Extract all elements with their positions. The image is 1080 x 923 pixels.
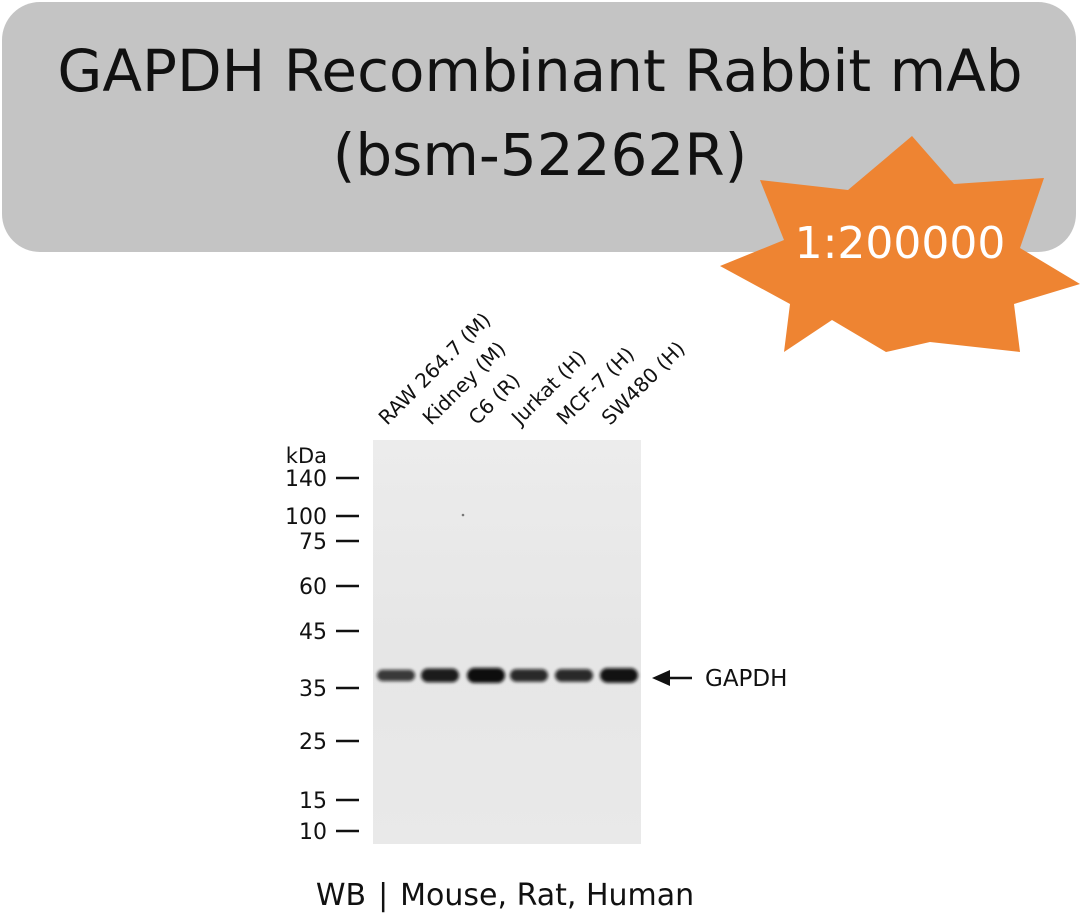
gapdh-band-lane-6 bbox=[600, 668, 638, 683]
dilution-starburst-badge bbox=[720, 136, 1080, 352]
marker-label-75: 75 bbox=[299, 530, 327, 555]
target-protein-label: GAPDH bbox=[705, 666, 787, 692]
marker-label-100: 100 bbox=[285, 505, 327, 530]
marker-label-10: 10 bbox=[299, 820, 327, 845]
target-annotation: GAPDH bbox=[652, 666, 787, 692]
marker-label-45: 45 bbox=[299, 620, 327, 645]
blot-bands bbox=[377, 667, 638, 683]
lane-labels: RAW 264.7 (M)Kidney (M)C6 (R)Jurkat (H)M… bbox=[374, 308, 690, 431]
marker-label-35: 35 bbox=[299, 677, 327, 702]
dilution-ratio: 1:200000 bbox=[794, 218, 1006, 269]
gapdh-band-lane-1 bbox=[377, 669, 415, 682]
application-caption: WB | Mouse, Rat, Human bbox=[0, 876, 1010, 916]
method-label: WB bbox=[315, 878, 367, 913]
marker-label-25: 25 bbox=[299, 730, 327, 755]
species-label: Mouse, Rat, Human bbox=[400, 878, 695, 913]
gapdh-band-lane-4 bbox=[510, 669, 548, 682]
membrane-speck bbox=[461, 513, 465, 517]
page-title: GAPDH Recombinant Rabbit mAb bbox=[57, 37, 1023, 105]
gapdh-band-lane-5 bbox=[555, 669, 593, 682]
gapdh-band-lane-2 bbox=[421, 668, 459, 683]
kda-unit-label: kDa bbox=[286, 444, 327, 468]
caption-separator: | bbox=[378, 878, 389, 913]
catalog-number: (bsm-52262R) bbox=[332, 121, 748, 189]
starburst-shape bbox=[720, 136, 1080, 352]
gapdh-band-lane-3 bbox=[467, 667, 505, 683]
marker-label-15: 15 bbox=[299, 789, 327, 814]
marker-label-140: 140 bbox=[285, 467, 327, 492]
blot-membrane bbox=[373, 440, 641, 844]
target-arrow-icon bbox=[652, 670, 670, 686]
marker-label-60: 60 bbox=[299, 575, 327, 600]
